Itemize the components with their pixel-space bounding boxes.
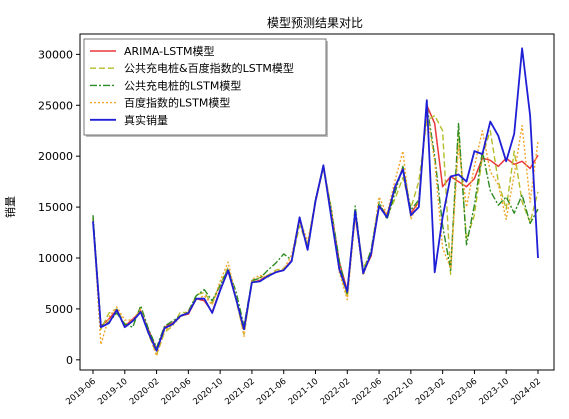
x-axis-ticks: 2019-062019-102020-022020-062020-102021-…	[64, 370, 543, 407]
series-line-3	[92, 104, 539, 349]
x-tick-label: 2023-10	[478, 377, 512, 407]
plot-area-frame	[79, 33, 555, 371]
legend-label-5: 真实销量	[124, 113, 168, 127]
legend: ARIMA-LSTM模型公共充电桩&百度指数的LSTM模型公共充电桩的LSTM模…	[83, 38, 328, 137]
x-tick-label: 2020-02	[128, 377, 162, 407]
series-line-1	[92, 104, 539, 351]
x-tick-label: 2021-02	[223, 377, 257, 407]
x-tick-label: 2023-06	[446, 377, 480, 407]
y-axis-ticks: 0 5000 10000 15000 20000 25000 30000	[38, 48, 80, 367]
x-tick-label: 2024-02	[509, 377, 543, 407]
x-tick-label: 2023-02	[414, 377, 448, 407]
x-tick-label: 2022-02	[319, 377, 353, 407]
x-tick-label: 2022-06	[350, 377, 384, 407]
legend-label-2: 公共充电桩&百度指数的LSTM模型	[124, 61, 294, 75]
legend-label-1: ARIMA-LSTM模型	[124, 44, 214, 58]
y-tick-label: 5000	[45, 303, 73, 316]
series-line-4	[92, 109, 539, 357]
y-tick-label: 0	[66, 354, 73, 367]
x-tick-label: 2020-10	[191, 377, 225, 407]
series-line-5	[92, 47, 539, 352]
x-tick-label: 2022-10	[382, 377, 416, 407]
chart-title: 模型预测结果对比	[267, 16, 363, 30]
legend-label-3: 公共充电桩的LSTM模型	[124, 78, 241, 92]
x-tick-label: 2019-10	[96, 377, 130, 407]
series-line-2	[92, 114, 539, 356]
y-axis-label: 销量	[3, 196, 17, 218]
y-tick-label: 20000	[38, 150, 73, 163]
x-tick-label: 2021-10	[287, 377, 321, 407]
legend-box	[83, 38, 327, 136]
x-tick-label: 2020-06	[160, 377, 194, 407]
y-tick-label: 25000	[38, 99, 73, 112]
x-tick-label: 2019-06	[64, 377, 98, 407]
legend-label-4: 百度指数的LSTM模型	[124, 96, 230, 110]
x-tick-label: 2021-06	[255, 377, 289, 407]
y-tick-label: 15000	[38, 201, 73, 214]
series-lines	[92, 47, 539, 357]
y-tick-label: 30000	[38, 48, 73, 61]
y-tick-label: 10000	[38, 252, 73, 265]
